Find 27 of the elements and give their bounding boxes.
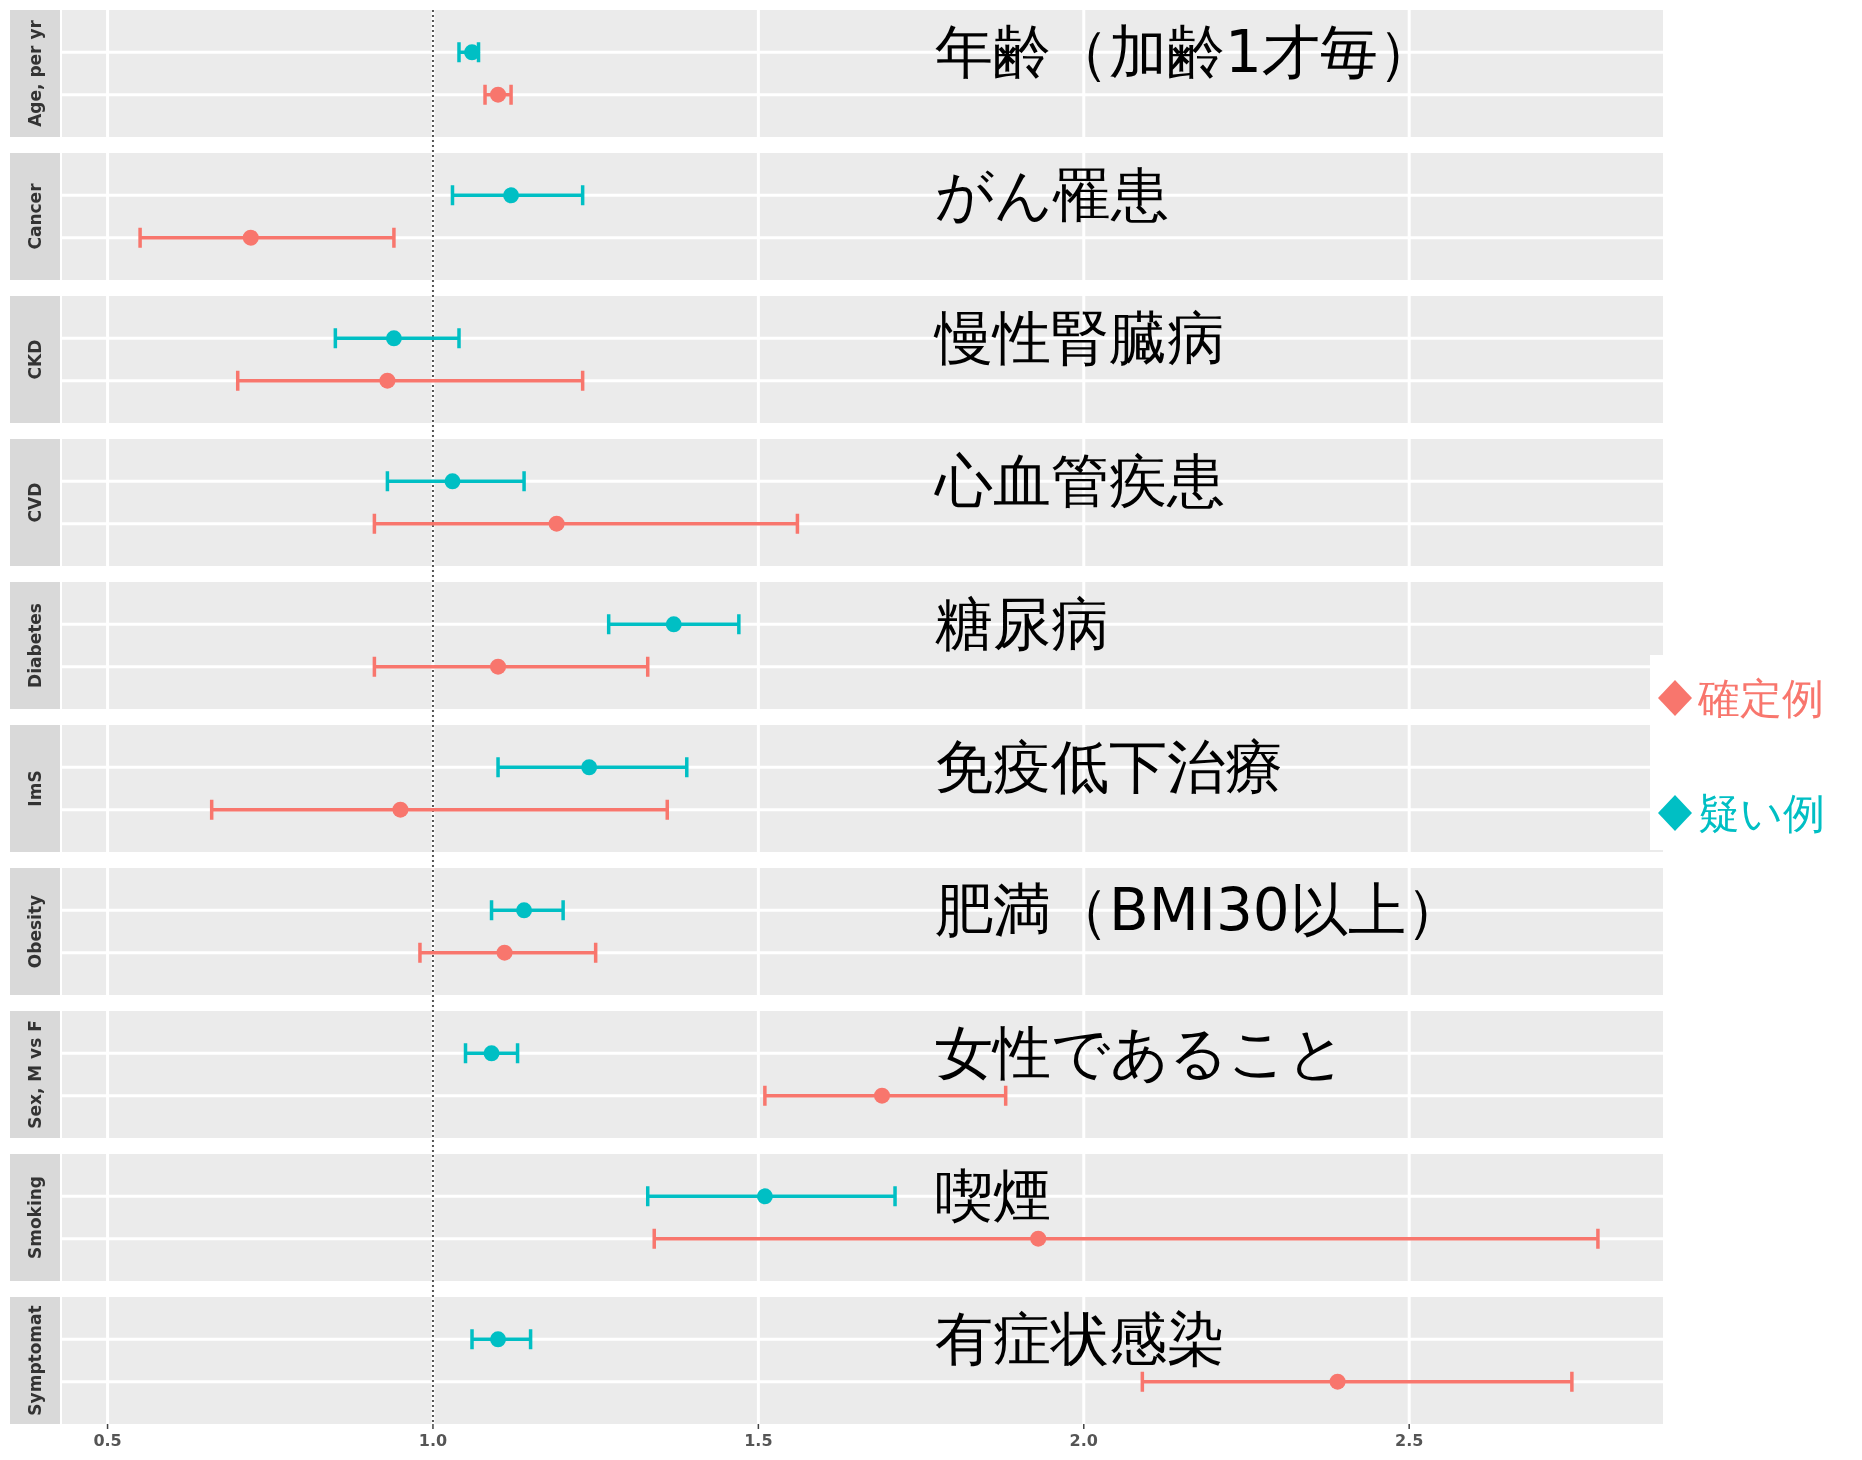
annotation: 有症状感染	[935, 1305, 1225, 1373]
x-tick-label: 0.5	[93, 1431, 122, 1450]
annotation: 喫煙	[935, 1162, 1051, 1230]
y-tick-label: CKD	[25, 339, 45, 380]
x-tick-label: 2.5	[1395, 1431, 1424, 1450]
x-tick-label: 1.0	[418, 1431, 448, 1450]
annotation: 心血管疾患	[934, 447, 1225, 515]
annotation: がん罹患	[935, 161, 1169, 229]
annotation: 糖尿病	[935, 590, 1109, 658]
y-tick-label: ImS	[25, 770, 45, 807]
annotation: 慢性腎臓病	[933, 304, 1225, 372]
x-tick-label: 1.5	[744, 1431, 773, 1450]
y-tick-label: Cancer	[25, 182, 45, 250]
y-tick-label: Sex, M vs F	[25, 1020, 45, 1129]
legend-label: 確定例	[1697, 673, 1824, 723]
y-tick-label: Obesity	[25, 894, 45, 969]
x-tick-label: 2.0	[1069, 1431, 1098, 1450]
y-tick-label: Smoking	[25, 1175, 45, 1260]
annotation: 免疫低下治療	[935, 733, 1283, 801]
y-tick-label: Symptomat	[25, 1305, 45, 1416]
annotation: 年齢（加齢1才毎）	[935, 18, 1436, 86]
annotation: 肥満（BMI30以上）	[935, 876, 1464, 944]
y-tick-label: CVD	[25, 482, 45, 523]
legend-label: 疑い例	[1698, 788, 1825, 838]
y-tick-label: Diabetes	[25, 603, 45, 688]
annotation: 女性であること	[935, 1019, 1346, 1087]
y-tick-label: Age, per yr	[25, 19, 45, 127]
